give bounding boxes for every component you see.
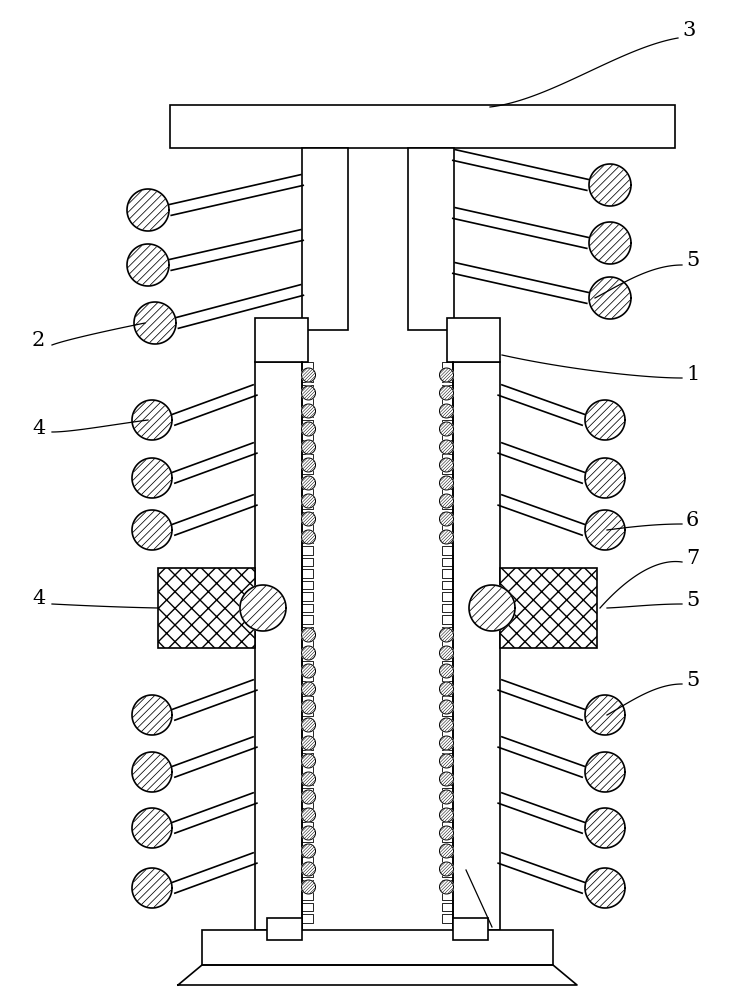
Polygon shape — [132, 510, 172, 550]
Text: 2: 2 — [32, 330, 45, 350]
Polygon shape — [439, 790, 454, 804]
Polygon shape — [439, 862, 454, 876]
Polygon shape — [439, 458, 454, 472]
Polygon shape — [439, 404, 454, 418]
Polygon shape — [301, 880, 316, 894]
Polygon shape — [469, 585, 515, 631]
Polygon shape — [301, 404, 316, 418]
Polygon shape — [439, 628, 454, 642]
Polygon shape — [589, 164, 631, 206]
Polygon shape — [589, 277, 631, 319]
Bar — [255, 362, 302, 930]
Polygon shape — [178, 965, 577, 985]
Polygon shape — [439, 646, 454, 660]
Bar — [408, 148, 454, 330]
Polygon shape — [439, 386, 454, 400]
Polygon shape — [132, 458, 172, 498]
Polygon shape — [301, 440, 316, 454]
Polygon shape — [439, 512, 454, 526]
Polygon shape — [301, 386, 316, 400]
Bar — [267, 918, 302, 940]
Bar — [158, 568, 255, 648]
Polygon shape — [132, 752, 172, 792]
Bar — [453, 918, 488, 940]
Polygon shape — [585, 868, 625, 908]
Polygon shape — [301, 458, 316, 472]
Text: 5: 5 — [686, 590, 699, 609]
Polygon shape — [439, 718, 454, 732]
Text: 6: 6 — [686, 510, 699, 530]
Polygon shape — [301, 862, 316, 876]
Polygon shape — [439, 494, 454, 508]
Text: 3: 3 — [682, 20, 695, 39]
Polygon shape — [439, 736, 454, 750]
Polygon shape — [301, 700, 316, 714]
Bar — [500, 568, 597, 648]
Polygon shape — [439, 476, 454, 490]
Text: 4: 4 — [32, 588, 45, 607]
Bar — [202, 930, 553, 965]
Text: 4: 4 — [32, 418, 45, 438]
Text: 5: 5 — [686, 670, 699, 690]
Polygon shape — [301, 808, 316, 822]
Polygon shape — [439, 808, 454, 822]
Polygon shape — [585, 510, 625, 550]
Polygon shape — [301, 790, 316, 804]
Polygon shape — [301, 736, 316, 750]
Bar — [453, 362, 500, 930]
Polygon shape — [439, 440, 454, 454]
Polygon shape — [301, 682, 316, 696]
Polygon shape — [585, 400, 625, 440]
Text: 1: 1 — [686, 365, 699, 384]
Polygon shape — [439, 422, 454, 436]
Polygon shape — [301, 422, 316, 436]
Text: 7: 7 — [686, 548, 699, 568]
Polygon shape — [439, 682, 454, 696]
Polygon shape — [439, 368, 454, 382]
Polygon shape — [301, 844, 316, 858]
Polygon shape — [132, 400, 172, 440]
Polygon shape — [585, 752, 625, 792]
Polygon shape — [127, 244, 169, 286]
Polygon shape — [132, 695, 172, 735]
Polygon shape — [301, 718, 316, 732]
Polygon shape — [585, 695, 625, 735]
Bar — [447, 318, 500, 362]
Bar — [170, 105, 675, 148]
Polygon shape — [439, 530, 454, 544]
Polygon shape — [132, 868, 172, 908]
Polygon shape — [439, 664, 454, 678]
Polygon shape — [585, 808, 625, 848]
Polygon shape — [301, 530, 316, 544]
Polygon shape — [439, 754, 454, 768]
Polygon shape — [301, 826, 316, 840]
Polygon shape — [439, 826, 454, 840]
Polygon shape — [301, 664, 316, 678]
Text: 5: 5 — [686, 250, 699, 269]
Polygon shape — [134, 302, 176, 344]
Bar — [302, 148, 348, 330]
Polygon shape — [127, 189, 169, 231]
Polygon shape — [301, 754, 316, 768]
Polygon shape — [439, 880, 454, 894]
Polygon shape — [585, 458, 625, 498]
Polygon shape — [439, 772, 454, 786]
Polygon shape — [439, 700, 454, 714]
Polygon shape — [301, 646, 316, 660]
Polygon shape — [301, 494, 316, 508]
Polygon shape — [132, 808, 172, 848]
Polygon shape — [301, 476, 316, 490]
Polygon shape — [301, 628, 316, 642]
Polygon shape — [589, 222, 631, 264]
Polygon shape — [301, 512, 316, 526]
Bar — [255, 318, 308, 362]
Polygon shape — [439, 844, 454, 858]
Polygon shape — [301, 368, 316, 382]
Polygon shape — [301, 772, 316, 786]
Polygon shape — [240, 585, 286, 631]
